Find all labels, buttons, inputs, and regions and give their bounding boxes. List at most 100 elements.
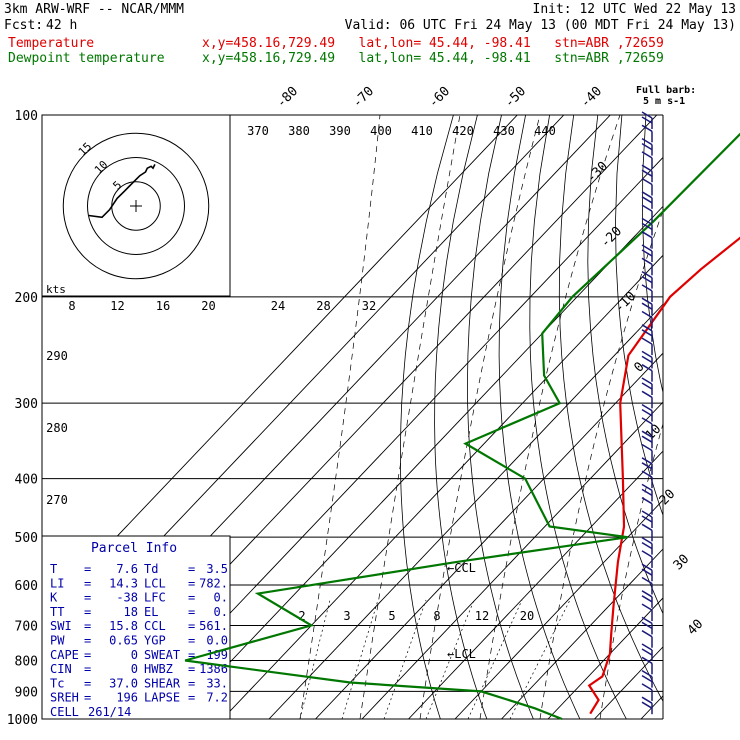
parcel-param-value: 7.6: [116, 562, 138, 576]
mixing-ratio-label: 20: [520, 609, 534, 623]
wind-speed-label: 28: [316, 299, 330, 313]
dry-adiabat: [434, 115, 488, 719]
parcel-param-label: LI: [50, 576, 64, 590]
wind-barb: [641, 630, 653, 638]
wind-barb: [641, 270, 653, 279]
mixing-ratio-label: 5: [388, 609, 395, 623]
wind-barb: [641, 595, 653, 603]
parcel-cell-value: 261/14: [88, 705, 131, 719]
wind-barb: [641, 443, 653, 452]
dry-adiabat: [498, 115, 581, 719]
isotherm-line: [454, 499, 663, 719]
wind-barb: [641, 116, 653, 124]
wind-barb: [641, 137, 653, 146]
isotherm-label: -60: [426, 84, 453, 111]
mixing-ratio-line: [341, 599, 379, 719]
dewpoint-location: x,y=458.16,729.49 lat,lon= 45.44, -98.41…: [202, 51, 664, 66]
wind-barb: [641, 350, 653, 359]
wind-barb: [641, 177, 653, 186]
wind-barb: [641, 483, 653, 492]
wind-barb: [641, 435, 653, 443]
parcel-equals: =: [188, 648, 195, 662]
wind-speed-label: 24: [271, 299, 285, 313]
parcel-param-label: TT: [50, 605, 64, 619]
wind-barb: [641, 696, 653, 704]
parcel-param-label: YGP: [144, 634, 166, 648]
parcel-equals: =: [84, 691, 91, 705]
parcel-equals: =: [84, 576, 91, 590]
moist-adiabat: [419, 115, 541, 719]
wind-barb: [641, 568, 653, 576]
hodograph-ring: [87, 157, 185, 255]
parcel-param-value: 15.8: [109, 619, 138, 633]
mixing-ratio-label: 2: [298, 609, 305, 623]
mixing-ratio-line: [299, 599, 331, 719]
parcel-param-value: 14.3: [109, 576, 138, 590]
parcel-param-label: SREH: [50, 691, 79, 705]
isotherm-label: 0: [631, 359, 647, 375]
theta-e-label: 410: [411, 124, 433, 138]
mixing-ratio-line: [509, 599, 571, 719]
mixing-ratio-line: [383, 599, 427, 719]
isotherm-line: [268, 303, 663, 719]
wind-barb: [641, 191, 653, 199]
parcel-equals: =: [188, 662, 195, 676]
parcel-param-value: 782.: [199, 576, 228, 590]
ccl-marker: ←CCL: [447, 561, 476, 575]
isotherm-line: [408, 450, 663, 719]
parcel-param-value: 3.5: [206, 562, 228, 576]
forecast-hour: 42 h: [46, 18, 78, 33]
wind-barb: [641, 111, 653, 119]
parcel-cell-label: CELL: [50, 705, 79, 719]
forecast-label: Fcst:: [4, 18, 44, 33]
wind-barb: [641, 390, 653, 398]
parcel-param-label: CIN: [50, 662, 72, 676]
parcel-param-label: SWI: [50, 619, 72, 633]
wind-speed-label: 16: [156, 299, 170, 313]
parcel-param-value: 561.: [199, 619, 228, 633]
wind-barb: [641, 408, 653, 417]
wind-barb: [641, 603, 653, 611]
parcel-param-value: 7.2: [206, 691, 228, 705]
parcel-info-box: [41, 535, 231, 720]
isotherm-line: [734, 115, 740, 719]
isotherm-label: -20: [598, 224, 625, 251]
wind-barb: [641, 382, 653, 390]
mixing-ratio-line: [467, 599, 523, 719]
parcel-param-value: 18: [124, 605, 138, 619]
wind-barb: [641, 249, 653, 257]
dry-adiabat: [558, 115, 663, 703]
parcel-param-label: CAPE: [50, 648, 79, 662]
barb-legend-title: Full barb:: [636, 85, 696, 96]
parcel-equals: =: [84, 562, 91, 576]
wind-barb: [641, 324, 653, 332]
wind-barb: [641, 576, 653, 585]
isotherm-line: [222, 254, 663, 719]
isotherm-label: -40: [578, 84, 605, 111]
dry-adiabat: [615, 115, 663, 517]
isotherm-label: 30: [671, 552, 693, 574]
wind-barb: [641, 701, 653, 709]
parcel-equals: =: [84, 634, 91, 648]
pressure-tick-label: 700: [15, 619, 38, 634]
theta-e-label: 420: [452, 124, 474, 138]
wind-barb: [641, 417, 653, 425]
mixing-ratio-label: 12: [475, 609, 489, 623]
temperature-location: x,y=458.16,729.49 lat,lon= 45.44, -98.41…: [202, 36, 664, 51]
wind-barb: [641, 616, 653, 625]
wind-barb: [641, 536, 653, 545]
pressure-tick-label: 600: [15, 579, 38, 594]
wind-barb: [641, 222, 653, 231]
isotherm-line: [42, 115, 518, 616]
isotherm-label: -30: [584, 159, 611, 186]
isotherm-label: 10: [643, 422, 665, 444]
wind-barb: [641, 302, 653, 310]
dry-adiabat: [399, 115, 454, 719]
dry-adiabat: [718, 115, 740, 719]
parcel-equals: =: [188, 591, 195, 605]
wind-barb: [641, 204, 653, 212]
wind-barb: [641, 284, 653, 292]
wind-barb: [641, 403, 653, 412]
dewpoint-line: [184, 132, 740, 721]
